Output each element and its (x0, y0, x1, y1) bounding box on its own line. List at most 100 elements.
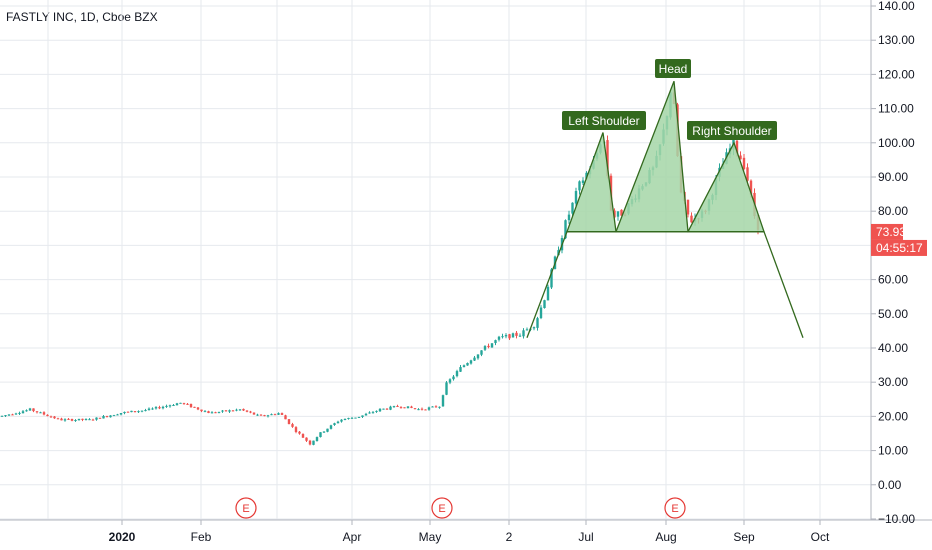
candle-body (25, 410, 28, 412)
candle-body (287, 419, 291, 425)
projection-line (763, 231, 804, 338)
candle-body (298, 431, 301, 434)
price-badges: 73.93 04:55:17 (871, 223, 927, 256)
candle-body (277, 413, 280, 415)
candle-body (494, 340, 497, 344)
candle-body (4, 415, 7, 417)
candle-body (476, 354, 480, 359)
candle-body (536, 318, 539, 328)
candle-body (347, 417, 350, 419)
candle-body (263, 415, 266, 417)
pattern-label: Head (659, 62, 688, 76)
candle-body (123, 411, 126, 414)
candle-body (186, 403, 189, 405)
candle-body (606, 140, 609, 177)
candle-body (301, 434, 305, 438)
candle-body (214, 412, 217, 414)
pattern-label: Right Shoulder (692, 124, 771, 138)
time-axis: 2020 Feb Apr May 2 Jul Aug Sep Oct (109, 520, 830, 544)
current-price-label: 73.93 (876, 225, 906, 239)
candle-body (539, 307, 543, 319)
xtick-label: May (419, 530, 442, 544)
earnings-marker-icon (235, 497, 257, 519)
candle-body (133, 411, 137, 413)
candle-body (462, 365, 466, 368)
ytick-label: 10.00 (878, 444, 908, 458)
candle-body (252, 412, 256, 415)
candle-body (63, 419, 67, 421)
candle-body (95, 417, 98, 420)
candle-body (84, 419, 88, 421)
candle-body (42, 412, 46, 415)
candle-body (182, 403, 186, 405)
candle-body (333, 423, 336, 425)
candle-body (445, 382, 448, 395)
candle-body (487, 345, 490, 348)
candle-body (294, 427, 298, 432)
candle-body (620, 209, 623, 216)
candle-body (172, 405, 175, 407)
candle-body (60, 418, 63, 421)
candle-body (105, 416, 109, 418)
candle-body (151, 408, 154, 410)
candle-body (11, 414, 14, 416)
candle-body (21, 411, 25, 414)
candle-body (109, 415, 112, 418)
candle-body (532, 327, 536, 329)
candle-body (389, 406, 392, 410)
candle-body (210, 412, 214, 414)
candle-body (46, 414, 49, 417)
candle-body (417, 409, 420, 411)
candle-body (483, 346, 487, 350)
candle-body (459, 367, 462, 372)
candle-body (53, 416, 56, 419)
candle-body (322, 431, 326, 433)
candle-body (179, 402, 182, 404)
candle-body (420, 408, 424, 410)
candle-body (448, 379, 452, 383)
candle-body (77, 418, 81, 421)
candle-body (91, 419, 95, 421)
candle-body (196, 407, 200, 410)
candle-body (305, 437, 308, 441)
candle-body (235, 409, 238, 411)
candle-body (273, 414, 277, 416)
candle-body (28, 408, 32, 411)
candle-body (102, 416, 105, 419)
ytick-label: 140.00 (878, 0, 915, 13)
candle-body (438, 406, 441, 408)
candle-body (308, 440, 312, 445)
xtick-label: Jul (578, 530, 593, 544)
candle-body (81, 418, 84, 420)
candle-body (686, 199, 690, 215)
candle-body (98, 417, 102, 419)
ytick-label: 30.00 (878, 375, 908, 389)
candle-body (154, 407, 158, 409)
candle-body (165, 405, 168, 407)
xtick-label: Apr (343, 530, 362, 544)
ytick-label: 90.00 (878, 170, 908, 184)
candle-body (319, 432, 322, 438)
candle-body (270, 414, 273, 416)
candle-body (508, 334, 511, 339)
candle-body (326, 428, 329, 432)
candle-body (35, 411, 39, 413)
xtick-label: 2 (506, 530, 513, 544)
ytick-label: 50.00 (878, 307, 908, 321)
candle-body (515, 332, 518, 336)
candle-body (497, 336, 501, 340)
xtick-label: Oct (811, 530, 830, 544)
candle-body (501, 336, 504, 338)
earnings-marker-label: E (242, 503, 249, 515)
candle-body (126, 411, 130, 413)
candle-body (7, 414, 11, 416)
candle-body (329, 425, 333, 429)
ytick-label: −10.00 (878, 512, 915, 526)
candle-body (371, 412, 375, 414)
candle-body (455, 371, 459, 377)
candle-body (147, 408, 151, 411)
earnings-marker-icon (664, 497, 686, 519)
candle-body (266, 415, 270, 417)
candle-body (427, 407, 431, 410)
